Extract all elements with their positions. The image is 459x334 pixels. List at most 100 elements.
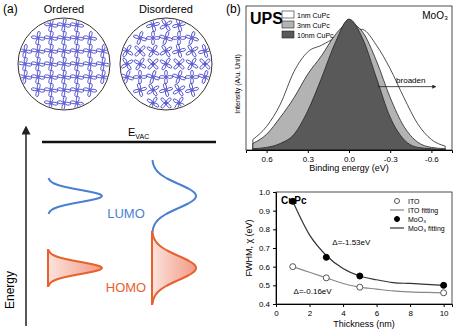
molecule-lobe	[159, 89, 165, 93]
molecule-lobe	[44, 22, 50, 26]
molecule-core	[178, 50, 180, 52]
plot-area	[253, 19, 445, 150]
molecule-lobe	[198, 74, 204, 78]
molecule-lobe	[63, 18, 67, 24]
molecule-lobe	[83, 61, 89, 65]
tick: -0.3	[384, 150, 398, 164]
molecule-lobe	[78, 24, 84, 28]
x-axis: 0.60.30.0-0.3-0.6	[247, 150, 453, 164]
molecule-core	[191, 89, 193, 91]
molecule-lobe	[191, 70, 194, 76]
legend-label: 3nm CuPc	[297, 22, 330, 29]
molecule-lobe	[139, 78, 142, 84]
molecule	[30, 69, 46, 85]
data-point	[357, 284, 363, 290]
molecule-lobe	[63, 44, 67, 50]
molecule-lobe	[57, 87, 63, 91]
molecule-lobe	[167, 87, 173, 91]
molecule	[170, 81, 189, 100]
molecule-core	[126, 76, 128, 78]
molecule-lobe	[191, 78, 194, 84]
molecule-core	[37, 89, 39, 91]
tick-label: 0	[274, 309, 279, 318]
molecule-lobe	[89, 70, 93, 76]
molecule	[43, 43, 59, 59]
molecule-lobe	[57, 61, 63, 65]
molecule-core	[152, 102, 155, 105]
tick-mark	[273, 267, 276, 268]
tick: 0.4	[259, 300, 276, 309]
molecule-lobe	[57, 22, 63, 26]
molecule-core	[178, 102, 181, 105]
chart-title: CuPc	[281, 195, 307, 206]
molecule-core	[63, 24, 65, 26]
tick: 0.0	[344, 150, 356, 164]
tick-label: 6	[375, 309, 380, 318]
circle-label: Disordered	[139, 3, 193, 15]
molecule-lobe	[154, 22, 160, 26]
molecule	[69, 30, 85, 46]
molecule-lobe	[205, 76, 211, 80]
molecule	[30, 56, 46, 72]
molecule-lobe	[137, 38, 141, 44]
molecule-lobe	[18, 61, 24, 65]
molecule-lobe	[152, 70, 156, 76]
molecule-core	[165, 50, 168, 53]
molecule-lobe	[76, 96, 80, 102]
molecule-lobe	[172, 37, 178, 40]
tick: 0.9	[259, 207, 276, 216]
molecule-lobe	[152, 31, 155, 37]
molecule-lobe	[102, 70, 106, 76]
molecule-lobe	[50, 57, 54, 63]
tick-label: 0.8	[259, 225, 271, 234]
molecule-lobe	[76, 18, 80, 24]
molecule-core	[191, 50, 194, 53]
molecule-lobe	[141, 87, 147, 91]
molecule-lobe	[63, 57, 67, 63]
plot-area	[290, 198, 447, 295]
molecule	[69, 69, 85, 85]
molecule	[43, 82, 59, 98]
molecule-lobe	[76, 44, 80, 50]
molecule-lobe	[154, 37, 160, 40]
molecule-core	[191, 76, 193, 78]
molecule-lobe	[50, 31, 54, 37]
molecule	[144, 81, 163, 100]
legend-label: 10nm CuPc	[297, 32, 334, 39]
molecule-core	[152, 63, 155, 66]
molecule-lobe	[191, 91, 195, 97]
tick-mark	[273, 285, 276, 286]
molecule-core	[50, 89, 52, 91]
molecule-lobe	[178, 70, 182, 76]
lumo-dos	[49, 178, 102, 214]
molecule-lobe	[176, 44, 180, 50]
molecule-core	[76, 50, 78, 52]
tick: 10	[440, 304, 449, 318]
legend-label: 1nm CuPc	[297, 12, 330, 19]
molecule-core	[102, 76, 104, 78]
molecule	[169, 54, 188, 73]
molecule-lobe	[150, 18, 154, 24]
tick-label: 2	[308, 309, 313, 318]
molecule-core	[89, 63, 91, 65]
molecule-lobe	[189, 38, 193, 44]
molecule-lobe	[202, 44, 206, 50]
x-axis-title: Thickness (nm)	[333, 319, 395, 329]
molecule	[82, 43, 98, 59]
annotation: MoO₃	[422, 10, 448, 21]
molecule-core	[139, 89, 141, 91]
tick-mark	[343, 304, 344, 307]
molecule-core	[37, 50, 39, 52]
molecule	[144, 42, 163, 61]
molecule	[43, 69, 59, 85]
molecule-lobe	[104, 76, 110, 80]
homo-dos	[152, 232, 196, 304]
molecule-lobe	[126, 70, 130, 76]
molecule-core	[63, 102, 65, 104]
molecule-core	[63, 76, 65, 78]
tick-label: 0.7	[259, 244, 271, 253]
tick-label: 0.4	[259, 300, 271, 309]
data-point	[323, 254, 329, 260]
molecule-lobe	[89, 83, 93, 89]
molecule-lobe	[163, 83, 167, 89]
